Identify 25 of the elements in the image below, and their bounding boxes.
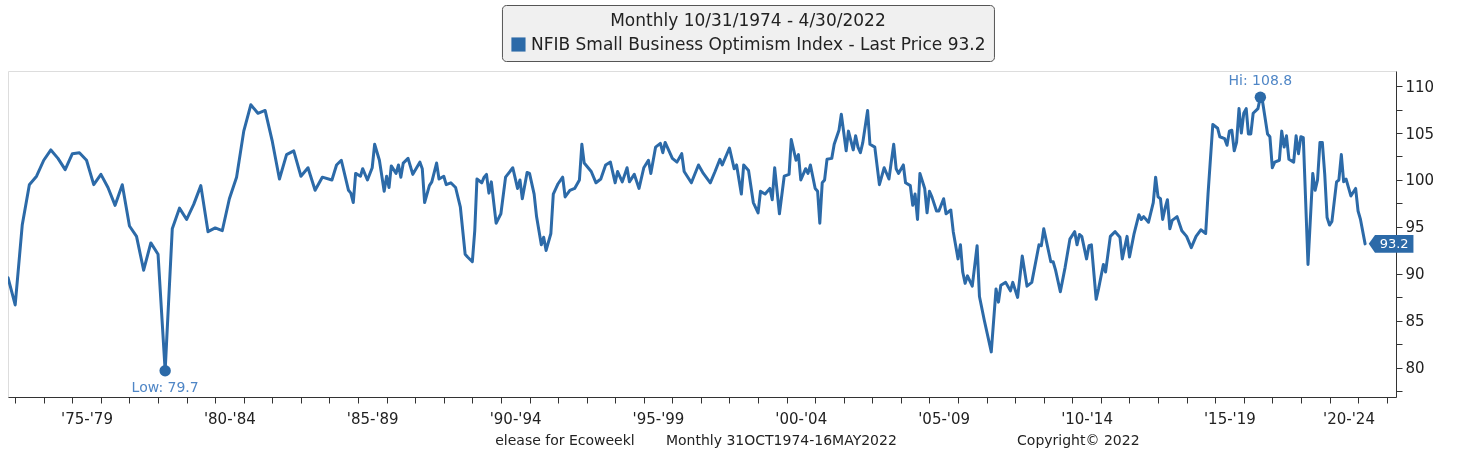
text: Monthly 31OCT1974-16MAY2022 [665, 432, 897, 448]
x-tick-label: '80-'84 [203, 409, 256, 428]
x-tick-label: '95-'99 [632, 409, 685, 428]
legend-title: Monthly 10/31/1974 - 4/30/2022 [610, 10, 886, 30]
x-tick-label: '90-'94 [489, 409, 542, 428]
annotation: Hi: 108.8 [1228, 72, 1293, 89]
y-tick-label: 85 [1405, 312, 1425, 331]
legend-label: NFIB Small Business Optimism Index - Last Price 93.2 [530, 33, 986, 54]
annotation: Low: 79.7 [131, 378, 199, 395]
x-tick-label: '20-'24 [1323, 409, 1375, 428]
x-tick-label: '00-'04 [775, 409, 828, 428]
text: Copyright© 2022 [1017, 432, 1140, 448]
y-tick-label: 110 [1405, 77, 1435, 96]
y-tick-label: 90 [1405, 265, 1425, 284]
x-tick-label: '75-'79 [61, 409, 113, 428]
y-tick-label: 100 [1405, 171, 1435, 190]
text: elease for Ecoweekl [495, 432, 635, 448]
x-tick-label: '05-'09 [918, 409, 971, 428]
x-tick-label: '85-'89 [346, 409, 399, 428]
y-tick-label: 105 [1405, 124, 1435, 143]
x-tick-label: '15-'19 [1203, 409, 1256, 428]
annotation: 93.2 [1379, 235, 1409, 251]
x-tick-label: '10-'14 [1061, 409, 1113, 428]
y-tick-label: 95 [1405, 218, 1425, 237]
y-tick-label: 80 [1405, 359, 1425, 378]
